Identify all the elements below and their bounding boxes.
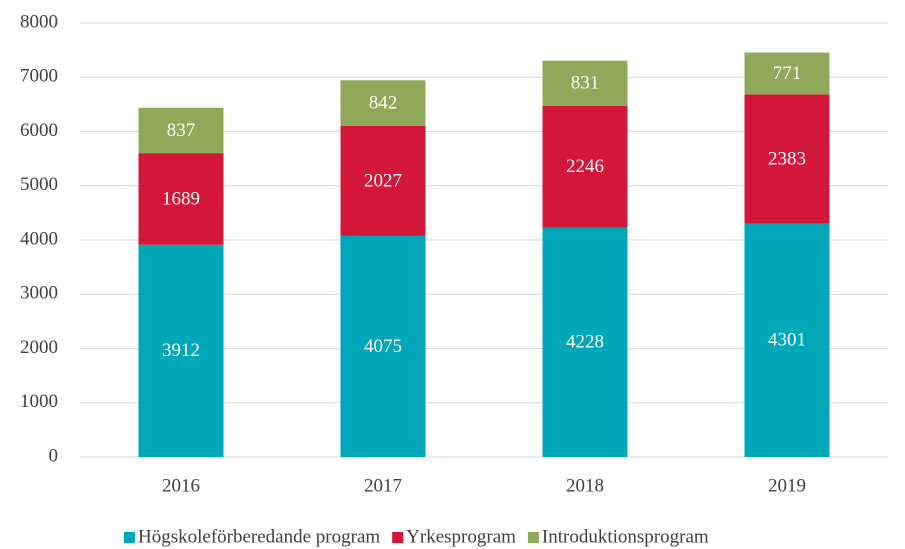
- legend-label: Introduktionsprogram: [542, 526, 709, 547]
- data-label: 771: [773, 63, 802, 84]
- y-tick-label: 5000: [20, 174, 58, 195]
- y-tick-label: 3000: [20, 283, 58, 304]
- data-label: 4075: [364, 336, 402, 357]
- bar-segment: [340, 235, 426, 457]
- bar-segment: [138, 244, 224, 457]
- bar-segment: [542, 60, 628, 106]
- legend-label: Högskoleförberedande program: [138, 526, 380, 547]
- bar-segment: [744, 223, 830, 457]
- bar-segment: [138, 153, 224, 245]
- data-label: 4228: [566, 332, 604, 353]
- bar-segment: [340, 125, 426, 236]
- bar-segment: [138, 107, 224, 154]
- x-tick-label: 2016: [162, 475, 200, 496]
- legend-swatch: [392, 532, 404, 543]
- bar-segment: [542, 105, 628, 228]
- y-tick-label: 6000: [20, 120, 58, 141]
- data-label: 2383: [768, 148, 806, 169]
- legend-label: Yrkesprogram: [406, 526, 516, 547]
- x-tick-label: 2017: [364, 475, 402, 496]
- bar-segment: [744, 94, 830, 224]
- data-label: 831: [571, 73, 600, 94]
- data-label: 837: [167, 120, 196, 141]
- data-label: 2246: [566, 156, 604, 177]
- y-tick-label: 8000: [20, 11, 58, 32]
- y-tick-label: 2000: [20, 337, 58, 358]
- bar-segment: [744, 52, 830, 95]
- legend-swatch: [124, 532, 135, 543]
- data-label: 842: [369, 92, 398, 113]
- bar-segment: [340, 80, 426, 126]
- y-tick-label: 7000: [20, 66, 58, 87]
- bar-segment: [542, 227, 628, 457]
- data-label: 4301: [768, 330, 806, 351]
- y-tick-label: 0: [49, 445, 59, 466]
- data-label: 1689: [162, 188, 200, 209]
- data-label: 3912: [162, 340, 200, 361]
- legend-swatch: [527, 532, 539, 543]
- y-tick-label: 1000: [20, 391, 58, 412]
- x-tick-label: 2019: [768, 475, 806, 496]
- x-tick-label: 2018: [566, 475, 604, 496]
- y-tick-label: 4000: [20, 228, 58, 249]
- data-label: 2027: [364, 170, 402, 191]
